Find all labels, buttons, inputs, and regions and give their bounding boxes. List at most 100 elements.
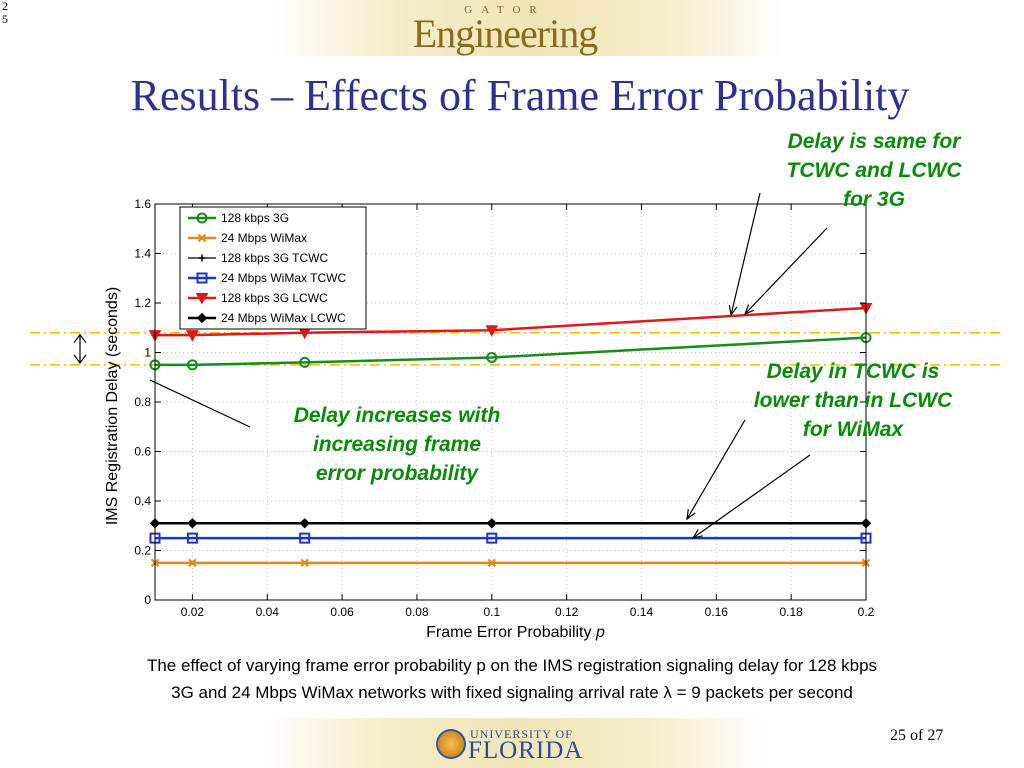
uf-seal-icon [436, 729, 466, 759]
y-tick-label: 0.8 [134, 395, 151, 409]
annotation-same-delay: Delay is same for TCWC and LCWC for 3G [754, 127, 994, 214]
legend: 128 kbps 3G 24 Mbps WiMax 128 kbps 3G TCWC… [179, 206, 367, 330]
pointer-line [149, 379, 251, 428]
legend-label: 24 Mbps WiMax LCWC [221, 311, 346, 325]
y-tick-label: 1.2 [134, 296, 151, 310]
arrow-line [744, 227, 828, 315]
x-tick-label: 0.14 [630, 605, 654, 619]
bracket-arrow-head [73, 354, 87, 364]
x-tick-label: 0.02 [181, 605, 205, 619]
data-point [487, 558, 496, 568]
corner-digit-2: 5 [2, 12, 8, 26]
page-indicator: 25 of 27 [890, 727, 944, 744]
caption-line: The effect of varying frame error probab… [146, 656, 878, 675]
data-point [188, 558, 197, 568]
data-point [186, 532, 198, 544]
x-tick-label: 0.12 [555, 605, 579, 619]
x-tick-label: 0.16 [705, 605, 729, 619]
series-layer [148, 302, 873, 568]
arrow-head [686, 509, 696, 521]
legend-label: 128 kbps 3G LCWC [221, 291, 328, 305]
data-point [300, 558, 309, 568]
data-point [196, 272, 208, 284]
arrow-head [691, 529, 703, 539]
arrow-line [692, 454, 811, 539]
x-tick-label: 0.1 [483, 605, 500, 619]
header-band [270, 0, 790, 56]
data-point [198, 254, 206, 262]
data-point [299, 518, 310, 529]
data-point [299, 532, 311, 544]
data-point [195, 293, 209, 305]
annotation-delay-increases: Delay increases with increasing frame er… [262, 401, 532, 488]
arrow-head [728, 305, 738, 317]
legend-item: 128 kbps 3G TCWC [188, 251, 328, 265]
data-point [187, 518, 198, 529]
y-tick-label: 0.6 [134, 445, 151, 459]
legend-item: 24 Mbps WiMax LCWC [188, 311, 346, 325]
data-point [486, 518, 497, 529]
data-point [485, 325, 499, 337]
annotation-line: for WiMax [802, 418, 904, 441]
arrow-line [730, 192, 761, 316]
y-axis-label: IMS Registration Delay (seconds) [104, 287, 121, 525]
data-point [486, 532, 498, 544]
annotation-arrows [73, 192, 828, 539]
legend-label: 128 kbps 3G TCWC [221, 251, 328, 265]
annotation-line: TCWC and LCWC [786, 159, 962, 182]
series-line [155, 336, 867, 367]
annotation-line: for 3G [843, 188, 905, 211]
arrow-line [686, 419, 746, 520]
engineering-logo-text: Engineering [412, 11, 599, 56]
uf-logo-text: FLORIDA [468, 737, 584, 764]
data-point [196, 212, 208, 224]
corner-slide-number: 2 5 [2, 0, 12, 26]
annotation-line: increasing frame [312, 433, 482, 456]
legend-label: 24 Mbps WiMax TCWC [221, 271, 346, 285]
arrow-head [743, 304, 755, 316]
legend-item: 128 kbps 3G [188, 211, 289, 225]
x-tick-label: 0.08 [405, 605, 429, 619]
legend-item: 128 kbps 3G LCWC [188, 291, 328, 305]
y-tick-label: 0.2 [134, 544, 151, 558]
legend-label: 24 Mbps WiMax [221, 231, 307, 245]
legend-box [179, 206, 367, 330]
uf-logo-small-text: UNIVERSITY OF [470, 727, 573, 741]
annotation-line: error probability [315, 462, 479, 485]
footer-band [260, 718, 770, 768]
series-128-kbps-3g-lcwc [148, 302, 873, 342]
data-point [197, 233, 207, 243]
annotation-line: Delay in TCWC is [766, 360, 940, 383]
axes: 0.02 0.04 0.06 0.08 0.1 0.12 0.14 0.16 0.18 0.2 0 0… [104, 197, 875, 641]
x-tick-label: 0.18 [779, 605, 803, 619]
figure-caption: The effect of varying frame error probab… [0, 652, 1024, 706]
annotation-line: Delay increases with [293, 404, 501, 427]
x-axis-label: Frame Error Probability p [426, 624, 605, 641]
y-tick-label: 0.4 [134, 494, 151, 508]
data-point [186, 359, 198, 371]
caption-line: 3G and 24 Mbps WiMax networks with fixed… [171, 683, 853, 702]
y-tick-label: 0 [144, 593, 151, 607]
data-point [299, 356, 311, 368]
bracket-arrow-head [73, 333, 87, 344]
annotation-line: Delay is same for [787, 130, 961, 153]
y-tick-label: 1.4 [134, 247, 151, 261]
x-tick-label: 0.04 [256, 605, 280, 619]
x-tick-label: 0.06 [330, 605, 354, 619]
data-point [486, 351, 498, 363]
x-tick-label: 0.2 [858, 605, 875, 619]
y-tick-label: 1.6 [134, 197, 151, 211]
gator-logo-text: GATOR [464, 4, 546, 16]
corner-digit-1: 2 [2, 0, 8, 13]
data-point [186, 330, 199, 342]
annotation-tcwc-lower: Delay in TCWC is lower than in LCWC for … [718, 357, 988, 444]
series-24-mbps-wimax-lcwc [149, 518, 872, 529]
legend-item: 24 Mbps WiMax [188, 231, 307, 245]
annotation-line: lower than in LCWC [753, 389, 953, 412]
y-tick-label: 1 [144, 346, 151, 360]
data-point [196, 312, 208, 324]
legend-label: 128 kbps 3G [221, 211, 289, 225]
legend-item: 24 Mbps WiMax TCWC [188, 271, 346, 285]
slide-title: Results – Effects of Frame Error Probabi… [130, 71, 910, 120]
